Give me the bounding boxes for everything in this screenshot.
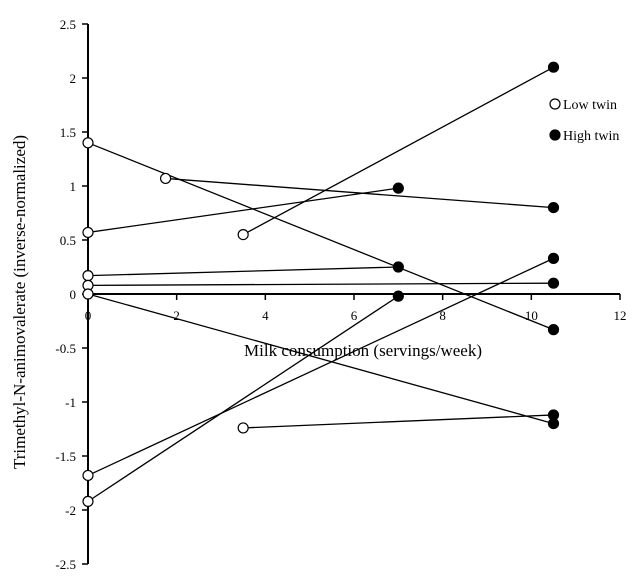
y-tick-label: 0 (70, 287, 77, 302)
low-twin-point (82, 495, 94, 507)
low-twin-point (237, 422, 249, 434)
y-tick-label: 2.5 (60, 17, 76, 32)
y-tick-label: -2.5 (55, 557, 76, 572)
low-twin-point (82, 226, 94, 239)
high-twin-point (547, 277, 560, 289)
high-twin-point (547, 252, 560, 264)
x-tick-label: 8 (439, 308, 446, 323)
legend: Low twin High twin (549, 98, 619, 144)
low-twin-point (82, 469, 94, 482)
high-twin-point (547, 324, 560, 336)
x-tick-label: 10 (525, 308, 538, 323)
high-twin-point (547, 409, 560, 421)
legend-high-marker (549, 129, 561, 141)
x-axis-title: Milk consumption (servings/week) (244, 341, 482, 360)
x-tick-label: 4 (262, 308, 269, 323)
y-tick-label: -1.5 (55, 449, 76, 464)
y-tick-label: 0.5 (60, 233, 76, 248)
pair-connector (165, 177, 554, 209)
pair-connector (87, 295, 399, 502)
legend-low-label: Low twin (563, 98, 617, 113)
y-tick-label: -1 (65, 395, 76, 410)
axes: 2.5 2 1.5 1 0.5 0 -0.5 -1 -1.5 -2 -2.5 0 2 4 6 8 10 12 (55, 17, 626, 572)
high-twin-point (547, 61, 560, 73)
x-tick-label: 0 (85, 308, 92, 323)
low-twin-point (82, 288, 94, 300)
low-twin-point (159, 172, 172, 185)
y-axis-title: Trimethyl-N-animovalerate (inverse-norma… (10, 135, 29, 469)
y-tick-label: 2 (70, 71, 77, 86)
low-twin-point (82, 137, 94, 149)
pair-connector (87, 293, 554, 425)
y-tick-label: -2 (65, 503, 76, 518)
x-tick-label: 6 (351, 308, 358, 323)
x-tick-label: 12 (614, 308, 627, 323)
pair-connector (87, 257, 554, 477)
y-tick-label: -0.5 (55, 341, 76, 356)
high-twin-point (392, 261, 404, 273)
low-twin-point (237, 229, 249, 241)
y-tick-label: 1.5 (60, 125, 76, 140)
pair-connector (242, 66, 554, 236)
legend-low-marker (549, 98, 561, 110)
data-points (82, 61, 560, 507)
pair-connector (87, 187, 399, 234)
low-twin-point (82, 270, 94, 282)
pair-connector (87, 282, 554, 287)
high-twin-point (392, 290, 404, 302)
pair-connector (87, 266, 399, 277)
pair-connector (87, 142, 554, 331)
high-twin-point (547, 202, 560, 214)
high-twin-point (392, 182, 404, 194)
x-tick-label: 2 (173, 308, 180, 323)
legend-high-label: High twin (563, 129, 619, 144)
pair-connectors (87, 66, 554, 502)
pair-connector (243, 414, 554, 429)
y-tick-label: 1 (70, 179, 77, 194)
